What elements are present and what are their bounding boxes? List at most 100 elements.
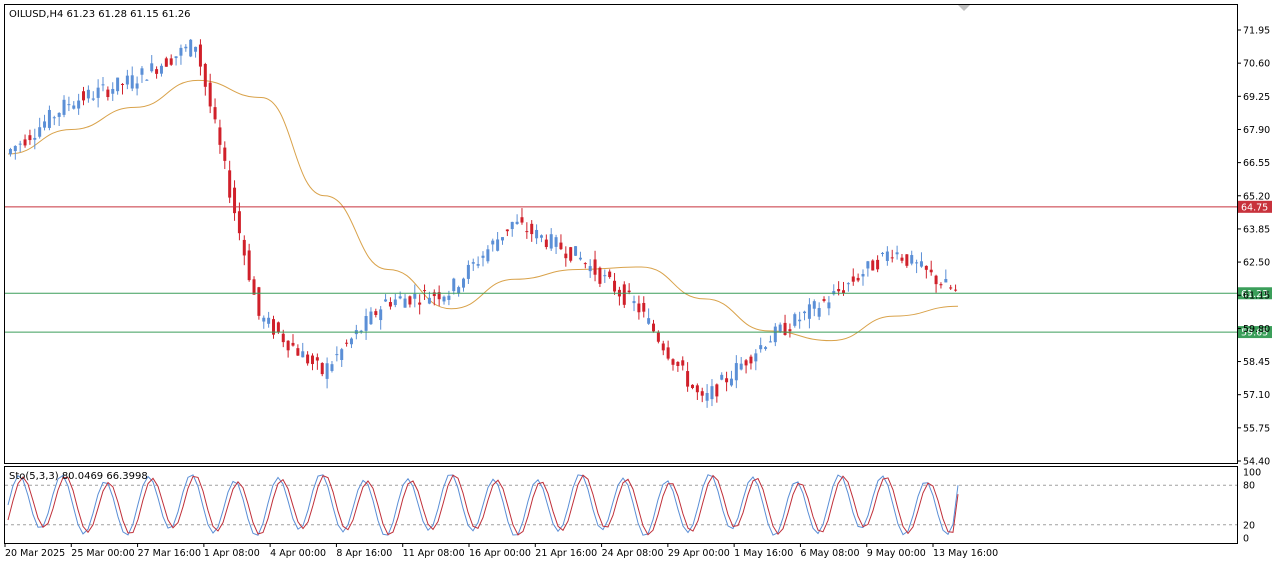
- candle: [150, 55, 154, 73]
- candle: [642, 296, 646, 318]
- candle: [559, 234, 563, 251]
- candle: [613, 272, 617, 295]
- candle: [929, 260, 933, 276]
- candle: [578, 251, 582, 261]
- candle: [18, 140, 22, 153]
- stoch-y-tick-label: 100: [1243, 468, 1261, 479]
- x-tick-label: 1 Apr 08:00: [204, 548, 260, 559]
- candle: [851, 268, 855, 286]
- candle: [306, 351, 310, 366]
- symbol-ohlc-readout: OILUSD,H4 61.23 61.28 61.15 61.26: [9, 9, 191, 20]
- stoch-signal-line: [7, 474, 959, 536]
- y-tick-label: 62.50: [1243, 258, 1270, 269]
- candle: [13, 145, 17, 160]
- candle: [408, 295, 412, 308]
- candle: [725, 371, 729, 392]
- candle: [866, 260, 870, 277]
- candle: [272, 315, 276, 339]
- candle: [340, 347, 344, 367]
- candle: [164, 56, 168, 67]
- stoch-y-tick-label: 20: [1243, 520, 1255, 531]
- chart-shift-marker-icon[interactable]: [958, 5, 970, 11]
- candle: [213, 98, 217, 124]
- candle: [759, 337, 763, 353]
- candle: [174, 56, 178, 66]
- candle: [198, 39, 202, 76]
- candle: [233, 180, 237, 221]
- candle: [690, 384, 694, 390]
- candle: [574, 245, 578, 257]
- candle: [228, 160, 232, 204]
- x-tick-label: 9 May 00:00: [867, 548, 926, 559]
- candle: [890, 249, 894, 263]
- candle: [330, 361, 334, 373]
- candle: [915, 259, 919, 274]
- stoch-y-tick-label: 0: [1243, 534, 1249, 545]
- candle: [715, 383, 719, 403]
- x-tick-label: 20 Mar 2025: [5, 548, 65, 559]
- candle: [871, 259, 875, 271]
- candle: [423, 284, 427, 300]
- candle: [710, 379, 714, 407]
- x-tick-label: 24 Apr 08:00: [602, 548, 664, 559]
- candle: [666, 340, 670, 361]
- level-label-current: 61.23: [1241, 289, 1268, 300]
- y-tick-label: 61.15: [1243, 291, 1270, 302]
- candle: [82, 86, 86, 106]
- candle: [257, 286, 261, 320]
- candle: [700, 387, 704, 403]
- candle: [754, 349, 758, 371]
- candle: [686, 362, 690, 392]
- candle: [62, 95, 66, 118]
- candle: [910, 250, 914, 266]
- candle: [554, 234, 558, 254]
- candle: [91, 91, 95, 101]
- level-badge-support: [1238, 326, 1272, 339]
- candle: [905, 254, 909, 268]
- candle: [924, 265, 928, 279]
- candle: [827, 296, 831, 316]
- candle: [768, 335, 772, 343]
- candle: [23, 134, 27, 148]
- oscillator-pane-frame: [4, 466, 1238, 544]
- candle: [369, 307, 373, 325]
- candle: [189, 38, 193, 58]
- candle: [57, 112, 61, 126]
- candle: [564, 246, 568, 267]
- candle: [530, 220, 534, 242]
- candle: [544, 234, 548, 250]
- candle: [223, 141, 227, 170]
- x-tick-label: 25 Mar 00:00: [71, 548, 134, 559]
- candle: [252, 276, 256, 295]
- candle: [169, 54, 173, 66]
- candle: [608, 269, 612, 279]
- candle: [919, 252, 923, 268]
- candle: [320, 362, 324, 377]
- candle: [895, 245, 899, 260]
- candle: [720, 372, 724, 381]
- candle: [462, 277, 466, 292]
- level-label-support: 59.65: [1241, 328, 1268, 339]
- stochastic-title: Sto(5,3,3) 80.0469 66.3998: [9, 471, 148, 482]
- candle: [822, 296, 826, 303]
- candle: [598, 266, 602, 288]
- candle: [861, 269, 865, 286]
- candle: [291, 334, 295, 347]
- candle: [111, 82, 115, 101]
- candle: [622, 281, 626, 308]
- candle: [695, 383, 699, 400]
- stoch-y-tick-label: 80: [1243, 481, 1255, 492]
- y-tick-label: 54.40: [1243, 457, 1270, 468]
- price-pane-frame: [4, 4, 1238, 464]
- candle: [632, 295, 636, 312]
- candle: [38, 117, 42, 139]
- candle: [374, 308, 378, 318]
- y-tick-label: 59.80: [1243, 324, 1270, 335]
- candle: [549, 228, 553, 251]
- candle: [281, 329, 285, 348]
- candle: [379, 305, 383, 330]
- candle: [47, 105, 51, 131]
- candle: [130, 66, 134, 92]
